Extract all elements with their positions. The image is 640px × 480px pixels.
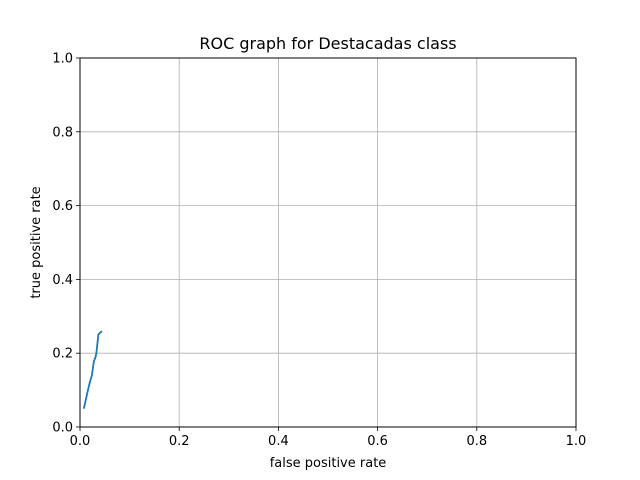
chart-title: ROC graph for Destacadas class bbox=[199, 34, 456, 53]
y-tick-label: 0.4 bbox=[52, 273, 73, 288]
y-axis-ticks: 0.0 0.2 0.4 0.6 0.8 1.0 bbox=[52, 52, 80, 436]
series-layer bbox=[82, 330, 103, 409]
x-tick-label: 0.6 bbox=[367, 434, 388, 449]
x-tick-label: 0.8 bbox=[466, 434, 487, 449]
x-tick-label: 0.4 bbox=[268, 434, 289, 449]
y-axis-label: true positive rate bbox=[29, 186, 44, 298]
plot-frame bbox=[79, 57, 577, 428]
roc-curve-line bbox=[82, 330, 103, 409]
x-tick-label: 0.0 bbox=[70, 434, 91, 449]
y-tick-label: 0.8 bbox=[52, 125, 73, 140]
y-tick-label: 0.2 bbox=[52, 347, 73, 362]
y-tick-label: 1.0 bbox=[52, 52, 73, 67]
y-tick-label: 0.6 bbox=[52, 199, 73, 214]
x-axis-ticks: 0.0 0.2 0.4 0.6 0.8 1.0 bbox=[70, 427, 587, 449]
x-tick-label: 0.2 bbox=[169, 434, 190, 449]
y-tick-label: 0.0 bbox=[52, 421, 73, 436]
x-axis-label: false positive rate bbox=[270, 456, 387, 471]
x-tick-label: 1.0 bbox=[566, 434, 587, 449]
